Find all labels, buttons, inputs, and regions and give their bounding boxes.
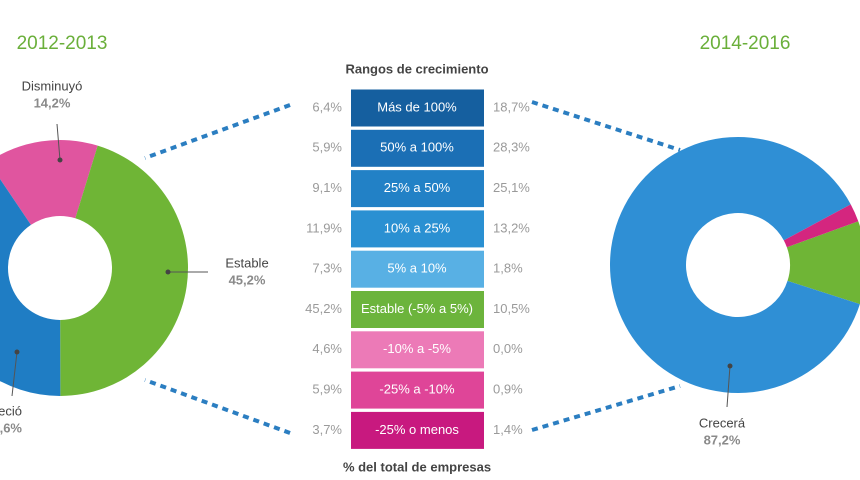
value-2012: 3,7% [312, 422, 342, 437]
slice-value: 45,2% [229, 272, 266, 287]
chart-title: 2012-2013 [17, 33, 108, 54]
slice-label: Creció [0, 403, 22, 418]
range-label: 25% a 50% [384, 180, 451, 195]
value-2012: 6,4% [312, 99, 342, 114]
value-2014: 10,5% [493, 301, 530, 316]
value-2012: 4,6% [312, 341, 342, 356]
leader-dot [165, 269, 171, 275]
leader-line [11, 351, 18, 397]
value-2012: 7,3% [312, 261, 342, 276]
value-2014: 13,2% [493, 220, 530, 235]
range-label: -10% a -5% [383, 341, 451, 356]
value-2014: 25,1% [493, 180, 530, 195]
connector [144, 378, 291, 435]
value-2014: 28,3% [493, 140, 530, 155]
pie-slice [60, 145, 188, 396]
range-box [351, 89, 484, 127]
range-box [351, 331, 484, 369]
leader-line [726, 365, 731, 408]
value-2014: 1,8% [493, 261, 523, 276]
range-label: -25% o menos [375, 422, 459, 437]
slice-value: 87,2% [704, 432, 741, 447]
range-box [351, 210, 484, 248]
value-2012: 45,2% [305, 301, 342, 316]
value-2014: 0,9% [493, 382, 523, 397]
range-label: Estable (-5% a 5%) [361, 301, 473, 316]
slice-value: 14,2% [34, 95, 71, 110]
table-footer: % del total de empresas [343, 459, 491, 474]
pie-slice [786, 221, 860, 305]
value-2012: 11,9% [306, 220, 342, 235]
connector [531, 100, 681, 152]
table-header: Rangos de crecimiento [345, 61, 488, 76]
slice-label: Crecerá [699, 415, 746, 430]
range-box [351, 291, 484, 328]
range-label: 10% a 25% [384, 220, 451, 235]
value-2014: 0,0% [493, 341, 523, 356]
range-label: 5% a 10% [387, 261, 447, 276]
pie-slice [783, 204, 859, 248]
leader-dot [14, 349, 20, 355]
pie-slice [0, 140, 98, 225]
leader-line [56, 123, 61, 161]
leader-dot [727, 363, 733, 369]
range-box [351, 371, 484, 409]
slice-value: 40,6% [0, 420, 22, 435]
range-label: 50% a 100% [380, 140, 454, 155]
connector [144, 103, 291, 160]
range-label: Más de 100% [377, 99, 457, 114]
range-box [351, 170, 484, 208]
slice-label: Disminuyó [22, 78, 83, 93]
pie-slice [0, 179, 61, 397]
range-box [351, 411, 484, 449]
range-box [351, 250, 484, 288]
value-2014: 1,4% [493, 422, 523, 437]
range-label: -25% a -10% [379, 382, 455, 397]
connector [531, 384, 681, 432]
value-2014: 18,7% [493, 99, 530, 114]
value-2012: 9,1% [312, 180, 342, 195]
slice-label: Estable [225, 255, 268, 270]
leader-dot [57, 157, 63, 163]
value-2012: 5,9% [312, 140, 342, 155]
pie-slice [610, 136, 860, 394]
range-box [351, 129, 484, 167]
value-2012: 5,9% [312, 382, 342, 397]
chart-title: 2014-2016 [700, 33, 791, 54]
